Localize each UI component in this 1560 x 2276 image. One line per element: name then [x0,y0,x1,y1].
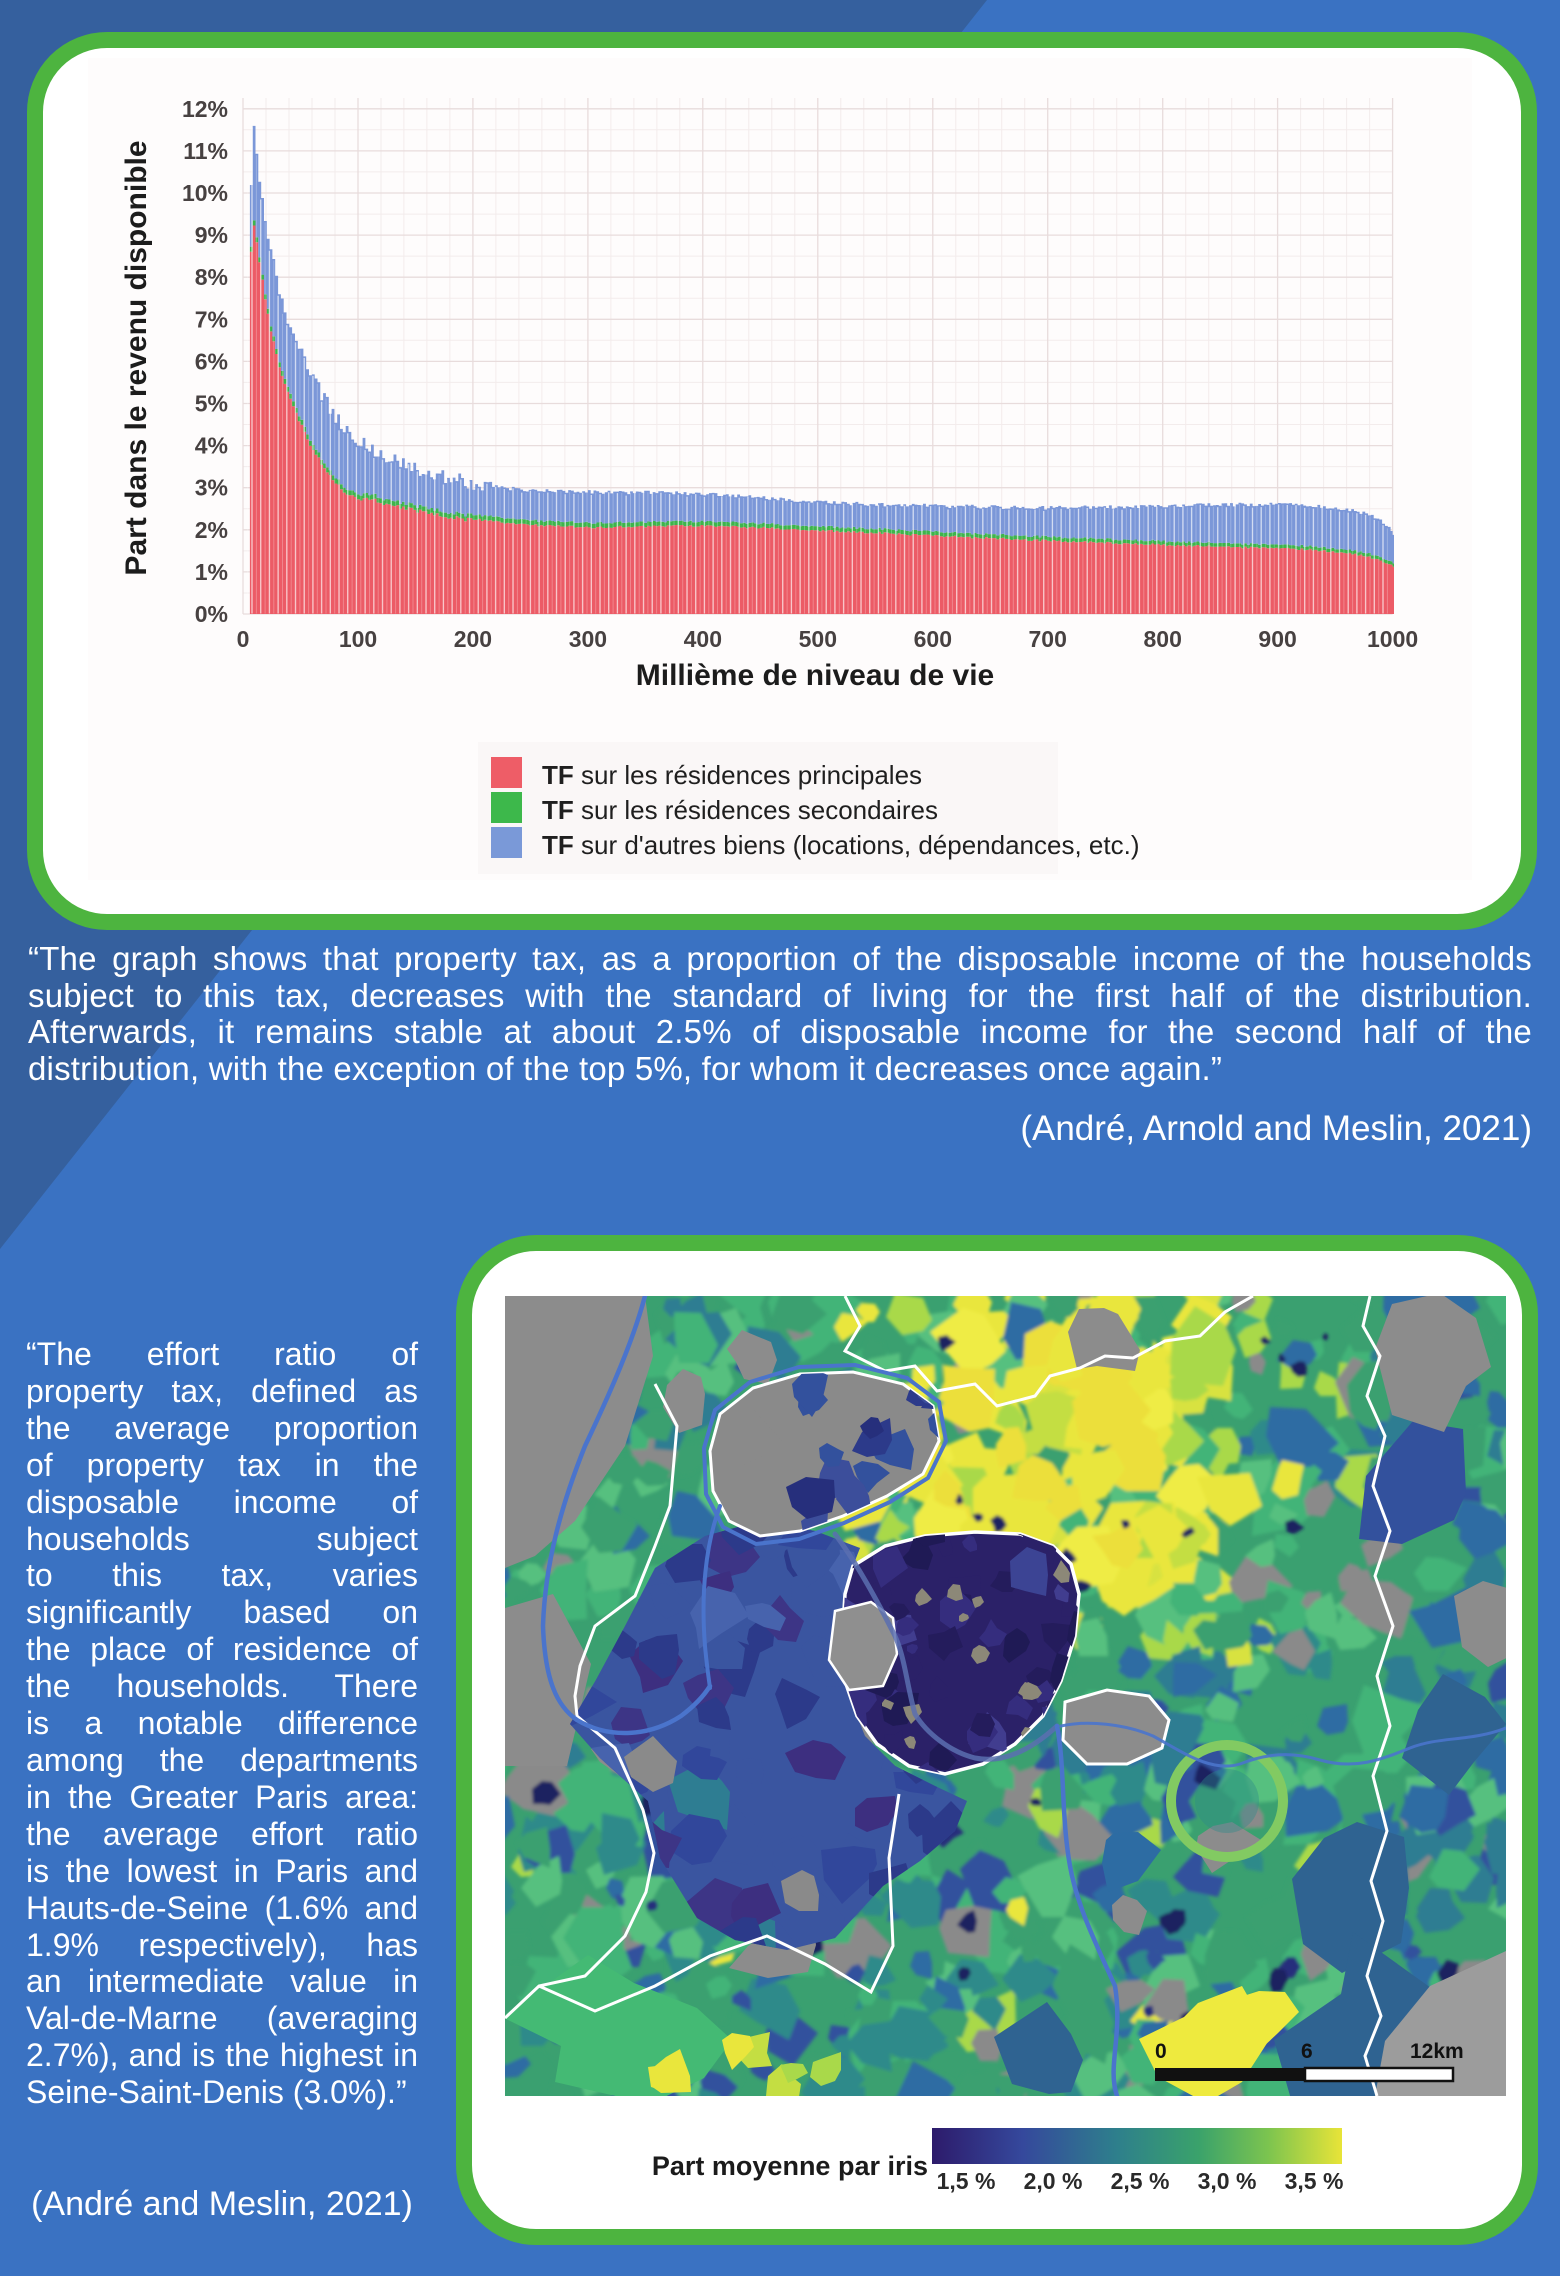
svg-text:900: 900 [1258,626,1296,652]
svg-text:10%: 10% [182,180,228,206]
svg-text:1%: 1% [195,559,228,585]
svg-text:600: 600 [914,626,952,652]
svg-text:4%: 4% [195,433,228,459]
svg-text:9%: 9% [195,222,228,248]
svg-text:0%: 0% [195,601,228,627]
svg-text:6: 6 [1301,2040,1313,2063]
svg-text:800: 800 [1144,626,1182,652]
svg-text:500: 500 [799,626,837,652]
svg-text:3%: 3% [195,475,228,501]
svg-text:8%: 8% [195,264,228,290]
svg-text:11%: 11% [183,138,228,164]
svg-text:6%: 6% [195,348,228,374]
svg-text:100: 100 [339,626,377,652]
svg-text:700: 700 [1029,626,1067,652]
svg-text:0: 0 [237,626,250,652]
svg-text:400: 400 [684,626,722,652]
svg-text:300: 300 [569,626,607,652]
svg-text:12%: 12% [182,96,228,122]
svg-text:200: 200 [454,626,492,652]
svg-text:TF sur d'autres biens (locatio: TF sur d'autres biens (locations, dépend… [542,830,1140,860]
svg-text:1000: 1000 [1367,626,1418,652]
svg-text:0: 0 [1155,2040,1167,2063]
svg-text:Part dans le revenu disponible: Part dans le revenu disponible [120,140,153,575]
svg-text:TF sur les résidences secondai: TF sur les résidences secondaires [542,795,938,825]
svg-text:2%: 2% [195,517,228,543]
svg-text:12km: 12km [1410,2040,1464,2063]
svg-text:TF sur les résidences principa: TF sur les résidences principales [542,760,922,790]
svg-text:7%: 7% [195,306,228,332]
svg-text:Millième de niveau de vie: Millième de niveau de vie [636,659,994,692]
svg-text:5%: 5% [195,391,228,417]
